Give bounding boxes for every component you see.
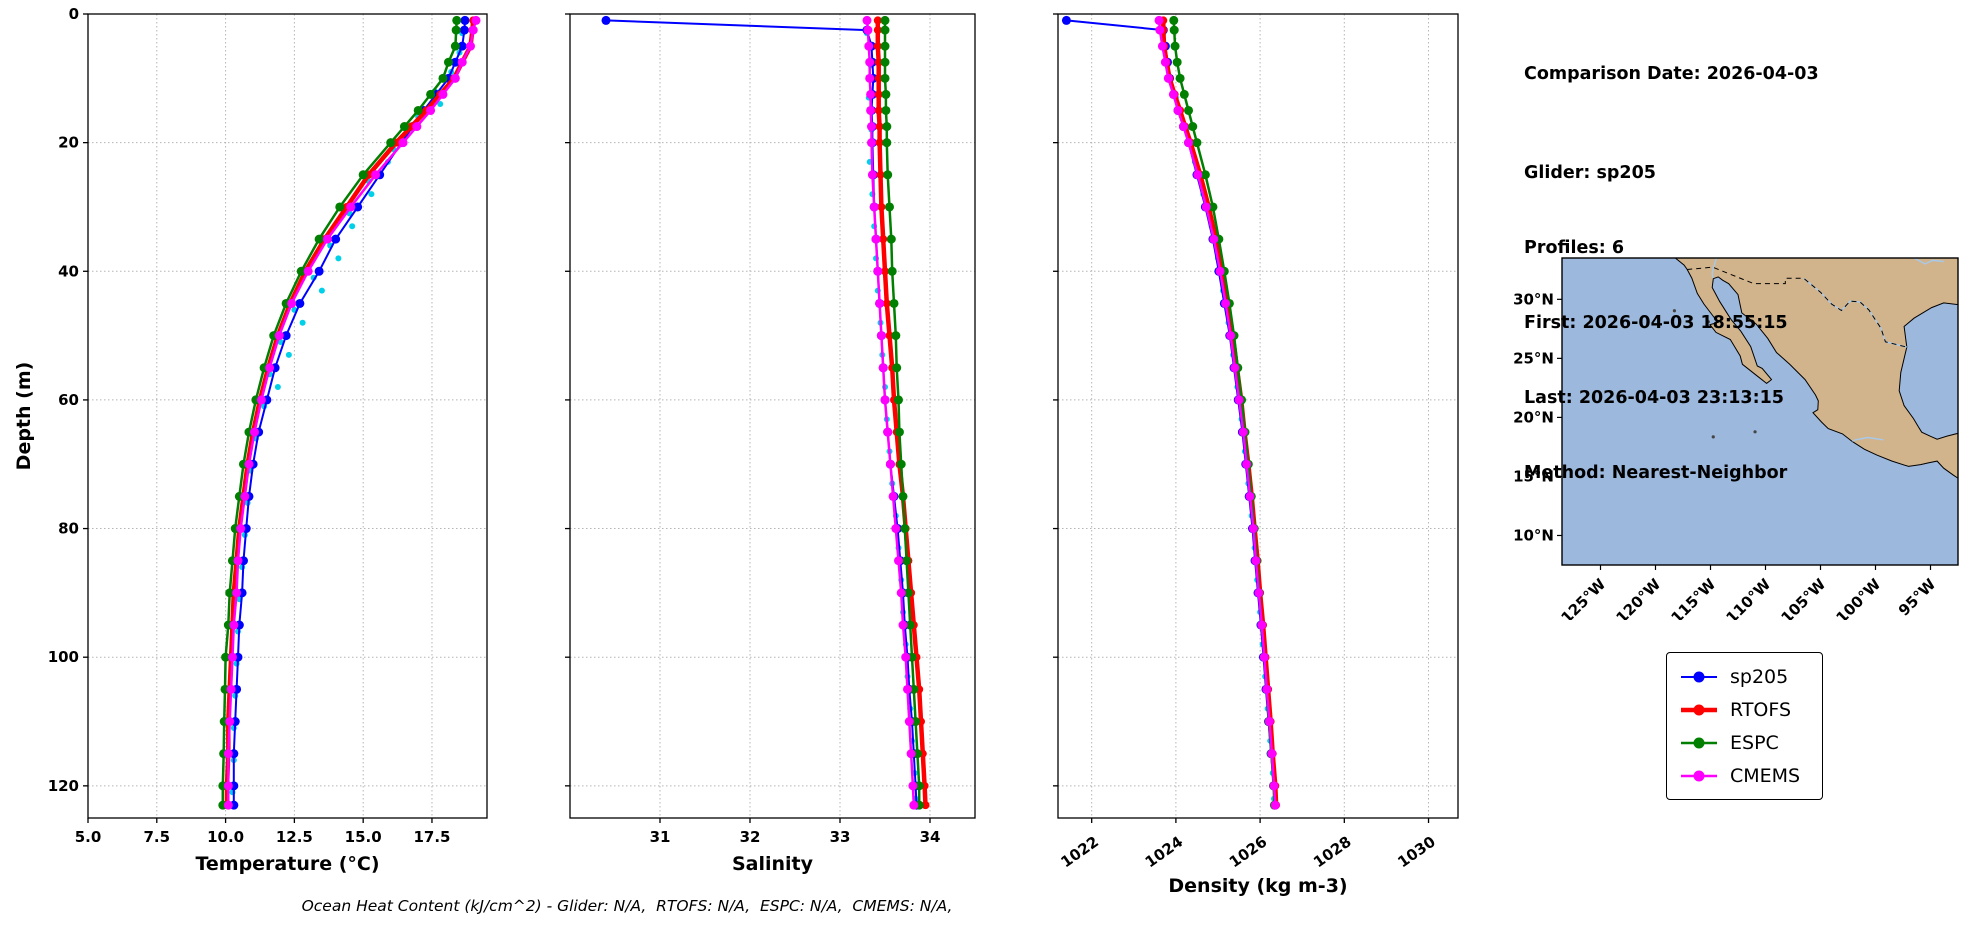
svg-text:31: 31 (650, 828, 671, 846)
series-rtofs (222, 16, 478, 810)
svg-text:1030: 1030 (1394, 833, 1439, 872)
svg-text:15.0: 15.0 (345, 828, 382, 846)
map-frame (1561, 257, 1959, 566)
svg-text:120: 120 (48, 777, 79, 795)
series-espc (880, 15, 924, 810)
svg-text:5.0: 5.0 (75, 828, 102, 846)
svg-text:10°N: 10°N (1513, 526, 1554, 544)
legend: sp205 RTOFS ESPC CMEMS (1666, 652, 1824, 800)
river (1711, 258, 1718, 279)
legend-label: CMEMS (1730, 764, 1801, 787)
temperature-panel: 5.0 7.5 10.0 12.5 15.0 17.5 0 20 40 60 80 100 120 Tem… (13, 5, 488, 875)
density-panel: 1022 1024 1026 1028 1030 Density (kg m-3) (1053, 13, 1459, 897)
series-espc (218, 15, 462, 810)
svg-text:40: 40 (58, 262, 79, 280)
legend-marker-espc (1681, 737, 1717, 748)
legend-item-sp205: sp205 (1679, 662, 1800, 691)
ocean-heat-caption: Ocean Heat Content (kJ/cm^2) - Glider: N… (301, 897, 953, 915)
temperature-panel-xlabel: Temperature (°C) (195, 853, 379, 875)
svg-text:33: 33 (830, 828, 851, 846)
island (1753, 430, 1757, 434)
svg-text:110°W: 110°W (1722, 575, 1774, 620)
series-sp205 (1061, 15, 1280, 810)
svg-text:120°W: 120°W (1612, 575, 1664, 620)
series-rtofs (873, 16, 930, 810)
map-plot: 30°N 25°N 20°N 15°N 10°N 125°W 120°W 115°W 110°W… (1513, 257, 1959, 620)
series-cmems (223, 15, 481, 810)
depth-axis-label: Depth (m) (13, 362, 35, 471)
series-sp205-raw (1160, 30, 1277, 802)
svg-text:105°W: 105°W (1777, 575, 1829, 620)
legend-marker-sp205 (1681, 671, 1717, 682)
salinity-panel-xlabel: Salinity (732, 853, 814, 875)
legend-marker-cmems (1681, 770, 1717, 781)
svg-text:15°N: 15°N (1513, 467, 1554, 485)
density-panel-xlabel: Density (kg m-3) (1168, 875, 1347, 897)
comparison-date-text: Comparison Date: 2026-04-03 (1524, 64, 1819, 84)
legend-label: ESPC (1730, 731, 1779, 754)
svg-text:0: 0 (69, 5, 79, 23)
method-text: Method: Nearest-Neighbor (1524, 463, 1788, 483)
comparison-info: Comparison Date: 2026-04-03 Glider: sp20… (1524, 12, 1819, 536)
legend-label: RTOFS (1730, 698, 1792, 721)
svg-text:34: 34 (920, 828, 941, 846)
legend-item-rtofs: RTOFS (1679, 695, 1800, 724)
legend-marker-rtofs (1681, 704, 1717, 715)
svg-text:100: 100 (48, 648, 79, 666)
glider-text: Glider: sp205 (1524, 163, 1656, 183)
salinity-panel: 31 32 33 34 Salinity (565, 13, 976, 875)
us-mexico-border (1687, 266, 1907, 348)
series-cmems (862, 15, 919, 810)
svg-text:1028: 1028 (1310, 833, 1355, 872)
svg-text:95°W: 95°W (1895, 575, 1940, 620)
svg-text:20: 20 (58, 134, 79, 152)
svg-text:1024: 1024 (1142, 833, 1187, 872)
svg-text:125°W: 125°W (1557, 575, 1609, 620)
island (1672, 309, 1677, 313)
legend-item-espc: ESPC (1679, 728, 1800, 757)
svg-text:100°W: 100°W (1832, 575, 1884, 620)
series-sp205 (601, 15, 921, 810)
coastline-land (1674, 258, 1958, 479)
profiles-text: Profiles: 6 (1524, 238, 1625, 258)
svg-text:1022: 1022 (1057, 833, 1102, 872)
series-cmems (1154, 15, 1280, 810)
series-sp205 (229, 15, 470, 810)
svg-text:10.0: 10.0 (207, 828, 244, 846)
last-time-text: Last: 2026-04-03 23:13:15 (1524, 388, 1784, 408)
svg-text:30°N: 30°N (1513, 290, 1554, 308)
svg-text:115°W: 115°W (1667, 575, 1719, 620)
svg-text:17.5: 17.5 (413, 828, 450, 846)
first-time-text: First: 2026-04-03 18:55:15 (1524, 313, 1788, 333)
island (1711, 435, 1715, 439)
river (1852, 436, 1884, 442)
series-sp205-raw (229, 30, 466, 796)
map: 30°N 25°N 20°N 15°N 10°N 125°W 120°W 115°W 110°W… (1513, 257, 1959, 620)
svg-text:1026: 1026 (1226, 833, 1271, 872)
svg-text:12.5: 12.5 (276, 828, 313, 846)
svg-text:7.5: 7.5 (144, 828, 171, 846)
legend-label: sp205 (1730, 665, 1789, 688)
island (1706, 320, 1710, 324)
svg-text:20°N: 20°N (1513, 408, 1554, 426)
svg-text:60: 60 (58, 391, 79, 409)
legend-item-cmems: CMEMS (1679, 761, 1800, 790)
svg-text:80: 80 (58, 520, 79, 538)
svg-text:25°N: 25°N (1513, 349, 1554, 367)
svg-text:32: 32 (740, 828, 761, 846)
river (1913, 258, 1944, 265)
